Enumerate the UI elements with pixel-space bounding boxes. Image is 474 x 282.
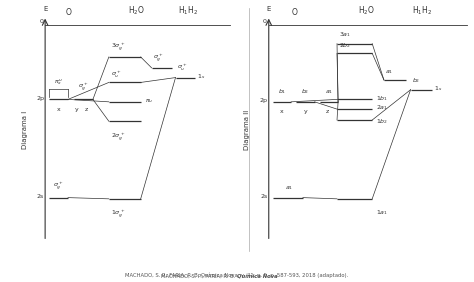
Text: $3a_1$: $3a_1$ — [339, 30, 351, 39]
Text: $\sigma^+_g$: $\sigma^+_g$ — [54, 180, 64, 192]
Text: $1_s$: $1_s$ — [197, 72, 206, 81]
Text: O: O — [66, 8, 72, 17]
Text: $1_s$: $1_s$ — [434, 84, 442, 93]
Text: O: O — [292, 8, 297, 17]
Text: Diagrama II: Diagrama II — [245, 110, 250, 150]
Text: $1b_1$: $1b_1$ — [376, 94, 389, 103]
Text: 2p: 2p — [36, 96, 44, 101]
Text: $\sigma^+_u$: $\sigma^+_u$ — [111, 69, 121, 80]
Text: x: x — [280, 109, 284, 114]
Text: x: x — [57, 107, 61, 112]
Text: $b_2$: $b_2$ — [301, 88, 310, 96]
Text: $\sigma^+_g$: $\sigma^+_g$ — [78, 82, 89, 93]
Text: Química Nova: Química Nova — [237, 274, 278, 279]
Text: 2s: 2s — [260, 194, 268, 199]
Text: $a_1$: $a_1$ — [385, 68, 393, 76]
Text: $\sigma^+_g$: $\sigma^+_g$ — [153, 52, 163, 63]
Text: 0: 0 — [39, 19, 43, 24]
Text: $2b_2$: $2b_2$ — [339, 41, 351, 50]
Text: 0: 0 — [263, 19, 266, 24]
Text: Diagrama I: Diagrama I — [22, 111, 28, 149]
Text: z: z — [85, 107, 88, 112]
Text: MACHADO, S. P.; FARIA, R. B. Química Nova, v. 41, n. 5, p. 587-593, 2018 (adapta: MACHADO, S. P.; FARIA, R. B. Química Nov… — [126, 272, 348, 278]
Text: H$_2$O: H$_2$O — [358, 5, 375, 17]
Text: $2a_1$: $2a_1$ — [376, 103, 389, 112]
Text: $\pi_u$: $\pi_u$ — [145, 97, 153, 105]
Text: y: y — [303, 109, 307, 114]
Text: 2s: 2s — [37, 194, 44, 199]
Text: $b_2$: $b_2$ — [411, 76, 420, 85]
Text: E: E — [266, 6, 271, 12]
Text: y: y — [75, 107, 79, 112]
Text: H$_1$H$_2$: H$_1$H$_2$ — [178, 5, 199, 17]
Text: $a_1$: $a_1$ — [325, 89, 333, 96]
Text: H$_1$H$_2$: H$_1$H$_2$ — [412, 5, 432, 17]
Text: $\pi^u_x$: $\pi^u_x$ — [54, 77, 63, 87]
Text: MACHADO, S. P.; FARIA, R. B.: MACHADO, S. P.; FARIA, R. B. — [161, 274, 237, 279]
Text: $b_1$: $b_1$ — [278, 88, 286, 96]
Text: E: E — [43, 6, 47, 12]
Text: $1\sigma^+_g$: $1\sigma^+_g$ — [111, 209, 125, 220]
Text: $a_1$: $a_1$ — [285, 184, 293, 192]
Text: $\sigma^+_u$: $\sigma^+_u$ — [176, 63, 187, 73]
Text: $1b_2$: $1b_2$ — [376, 117, 389, 126]
Text: $3\sigma^+_g$: $3\sigma^+_g$ — [111, 41, 125, 53]
Text: z: z — [326, 109, 329, 114]
Text: H$_2$O: H$_2$O — [128, 5, 145, 17]
Text: $2\sigma^+_g$: $2\sigma^+_g$ — [111, 131, 125, 143]
Text: 2p: 2p — [260, 98, 268, 103]
Text: $1a_1$: $1a_1$ — [376, 209, 389, 217]
